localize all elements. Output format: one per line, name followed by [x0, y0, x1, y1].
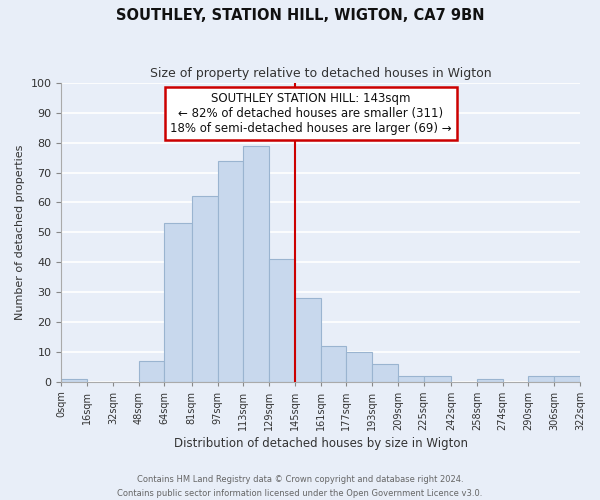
Bar — [139, 360, 164, 382]
Y-axis label: Number of detached properties: Number of detached properties — [15, 144, 25, 320]
Bar — [372, 364, 398, 382]
Bar — [424, 376, 451, 382]
Bar — [529, 376, 554, 382]
Bar — [244, 146, 269, 382]
X-axis label: Distribution of detached houses by size in Wigton: Distribution of detached houses by size … — [173, 437, 467, 450]
Bar — [346, 352, 372, 382]
Text: SOUTHLEY STATION HILL: 143sqm
← 82% of detached houses are smaller (311)
18% of : SOUTHLEY STATION HILL: 143sqm ← 82% of d… — [170, 92, 452, 135]
Bar — [320, 346, 346, 382]
Bar — [295, 298, 320, 382]
Text: SOUTHLEY, STATION HILL, WIGTON, CA7 9BN: SOUTHLEY, STATION HILL, WIGTON, CA7 9BN — [116, 8, 484, 22]
Bar — [61, 378, 87, 382]
Title: Size of property relative to detached houses in Wigton: Size of property relative to detached ho… — [150, 68, 491, 80]
Bar — [554, 376, 580, 382]
Bar — [218, 160, 244, 382]
Bar — [477, 378, 503, 382]
Bar — [398, 376, 424, 382]
Bar — [164, 224, 192, 382]
Text: Contains HM Land Registry data © Crown copyright and database right 2024.
Contai: Contains HM Land Registry data © Crown c… — [118, 476, 482, 498]
Bar — [192, 196, 218, 382]
Bar — [269, 259, 295, 382]
